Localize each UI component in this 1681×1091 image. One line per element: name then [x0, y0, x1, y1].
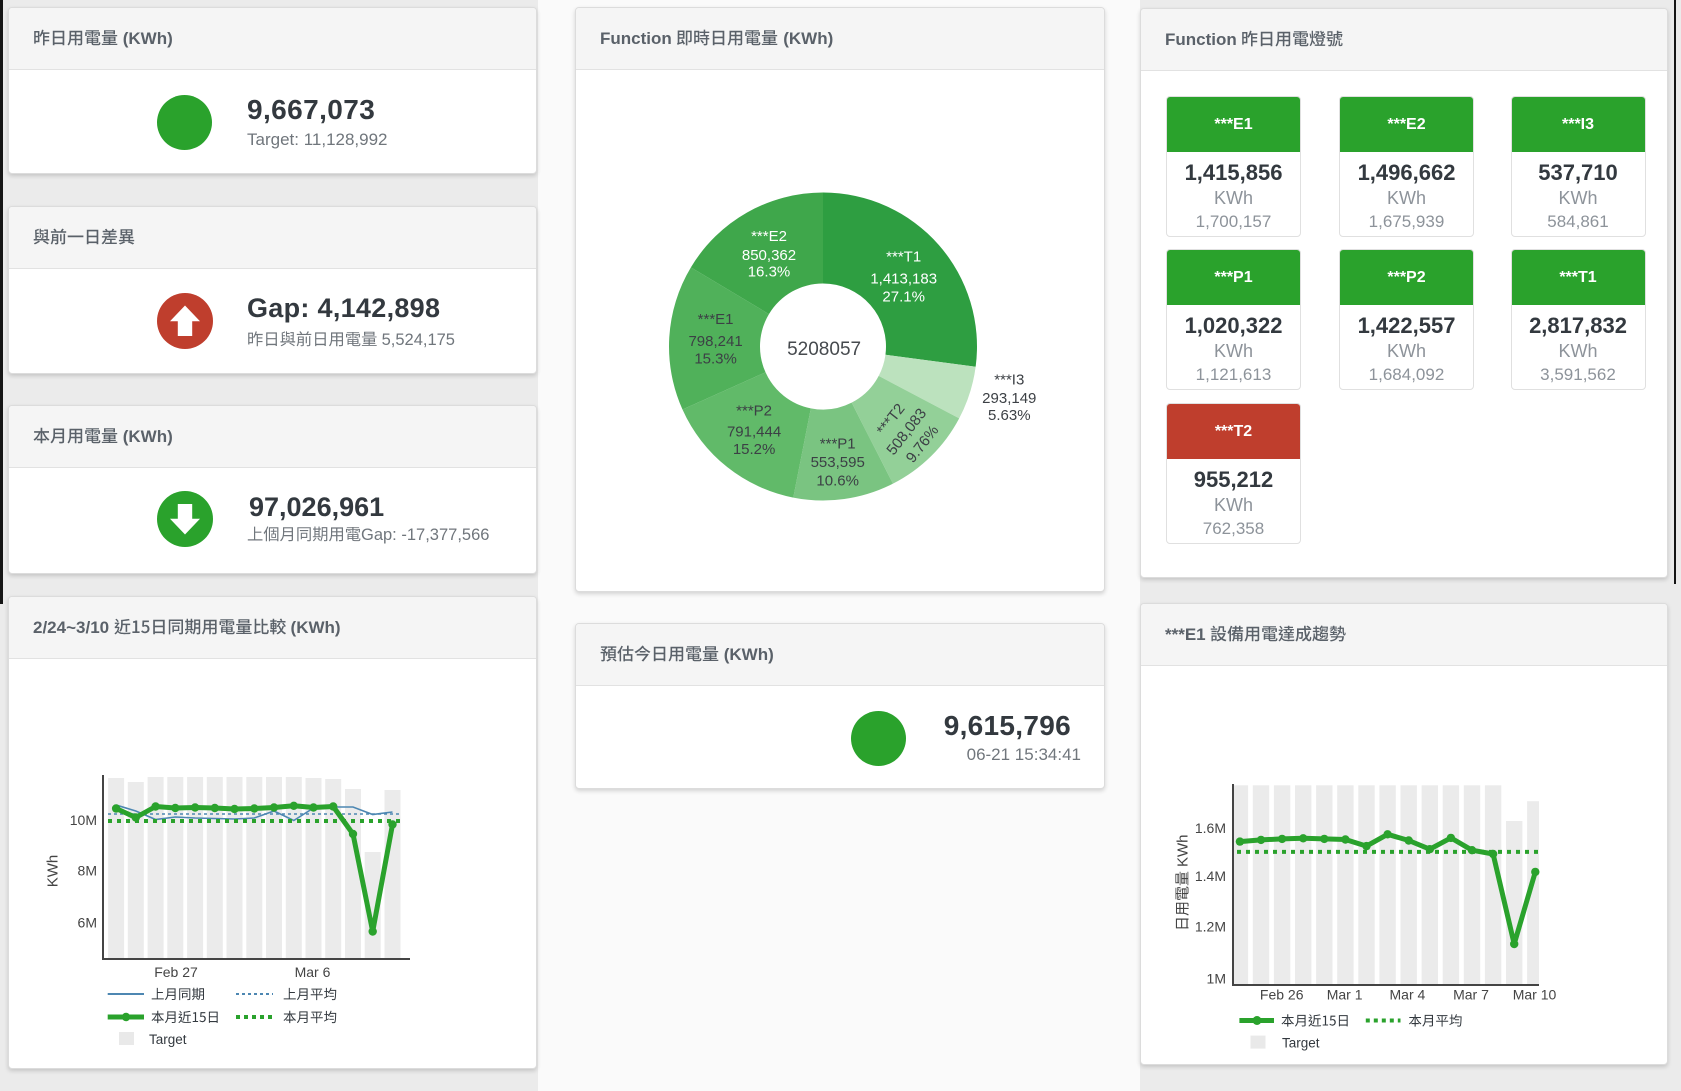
svg-text:8M: 8M	[78, 862, 97, 878]
svg-text:1.4M: 1.4M	[1195, 868, 1226, 884]
svg-text:791,444: 791,444	[727, 424, 781, 441]
svg-text:Feb 26: Feb 26	[1260, 987, 1304, 1003]
svg-text:15.3%: 15.3%	[694, 351, 737, 368]
svg-text:6M: 6M	[78, 915, 97, 931]
svg-text:Target: Target	[149, 1032, 187, 1047]
svg-text:Mar 1: Mar 1	[1327, 987, 1363, 1003]
svg-text:***E2: ***E2	[751, 228, 787, 245]
svg-text:***P2: ***P2	[736, 403, 772, 420]
svg-text:10M: 10M	[70, 812, 97, 828]
svg-text:***E1: ***E1	[698, 311, 734, 328]
svg-text:850,362: 850,362	[742, 247, 796, 264]
svg-text:***I3: ***I3	[994, 371, 1024, 388]
svg-text:1M: 1M	[1207, 971, 1226, 987]
svg-text:798,241: 798,241	[688, 333, 742, 350]
svg-text:***T1: ***T1	[886, 249, 921, 266]
svg-text:Mar 4: Mar 4	[1390, 987, 1426, 1003]
svg-text:Feb 27: Feb 27	[154, 964, 198, 980]
svg-text:27.1%: 27.1%	[882, 288, 925, 305]
svg-text:15.2%: 15.2%	[733, 441, 776, 458]
svg-text:1,413,183: 1,413,183	[870, 271, 937, 288]
svg-text:5208057: 5208057	[787, 339, 861, 360]
svg-text:1.6M: 1.6M	[1195, 820, 1226, 836]
svg-text:***P1: ***P1	[820, 436, 856, 453]
svg-text:KWh: KWh	[45, 855, 62, 888]
svg-text:553,595: 553,595	[811, 454, 865, 471]
svg-text:1.2M: 1.2M	[1195, 918, 1226, 934]
svg-text:5.63%: 5.63%	[988, 407, 1031, 424]
svg-text:Target: Target	[1282, 1036, 1320, 1051]
svg-text:10.6%: 10.6%	[816, 473, 859, 490]
svg-text:KWh: KWh	[1175, 834, 1192, 867]
svg-text:293,149: 293,149	[982, 390, 1036, 407]
svg-text:Mar 6: Mar 6	[295, 964, 331, 980]
svg-text:Mar 7: Mar 7	[1453, 987, 1489, 1003]
svg-text:16.3%: 16.3%	[748, 264, 791, 281]
svg-text:Mar 10: Mar 10	[1513, 987, 1557, 1003]
